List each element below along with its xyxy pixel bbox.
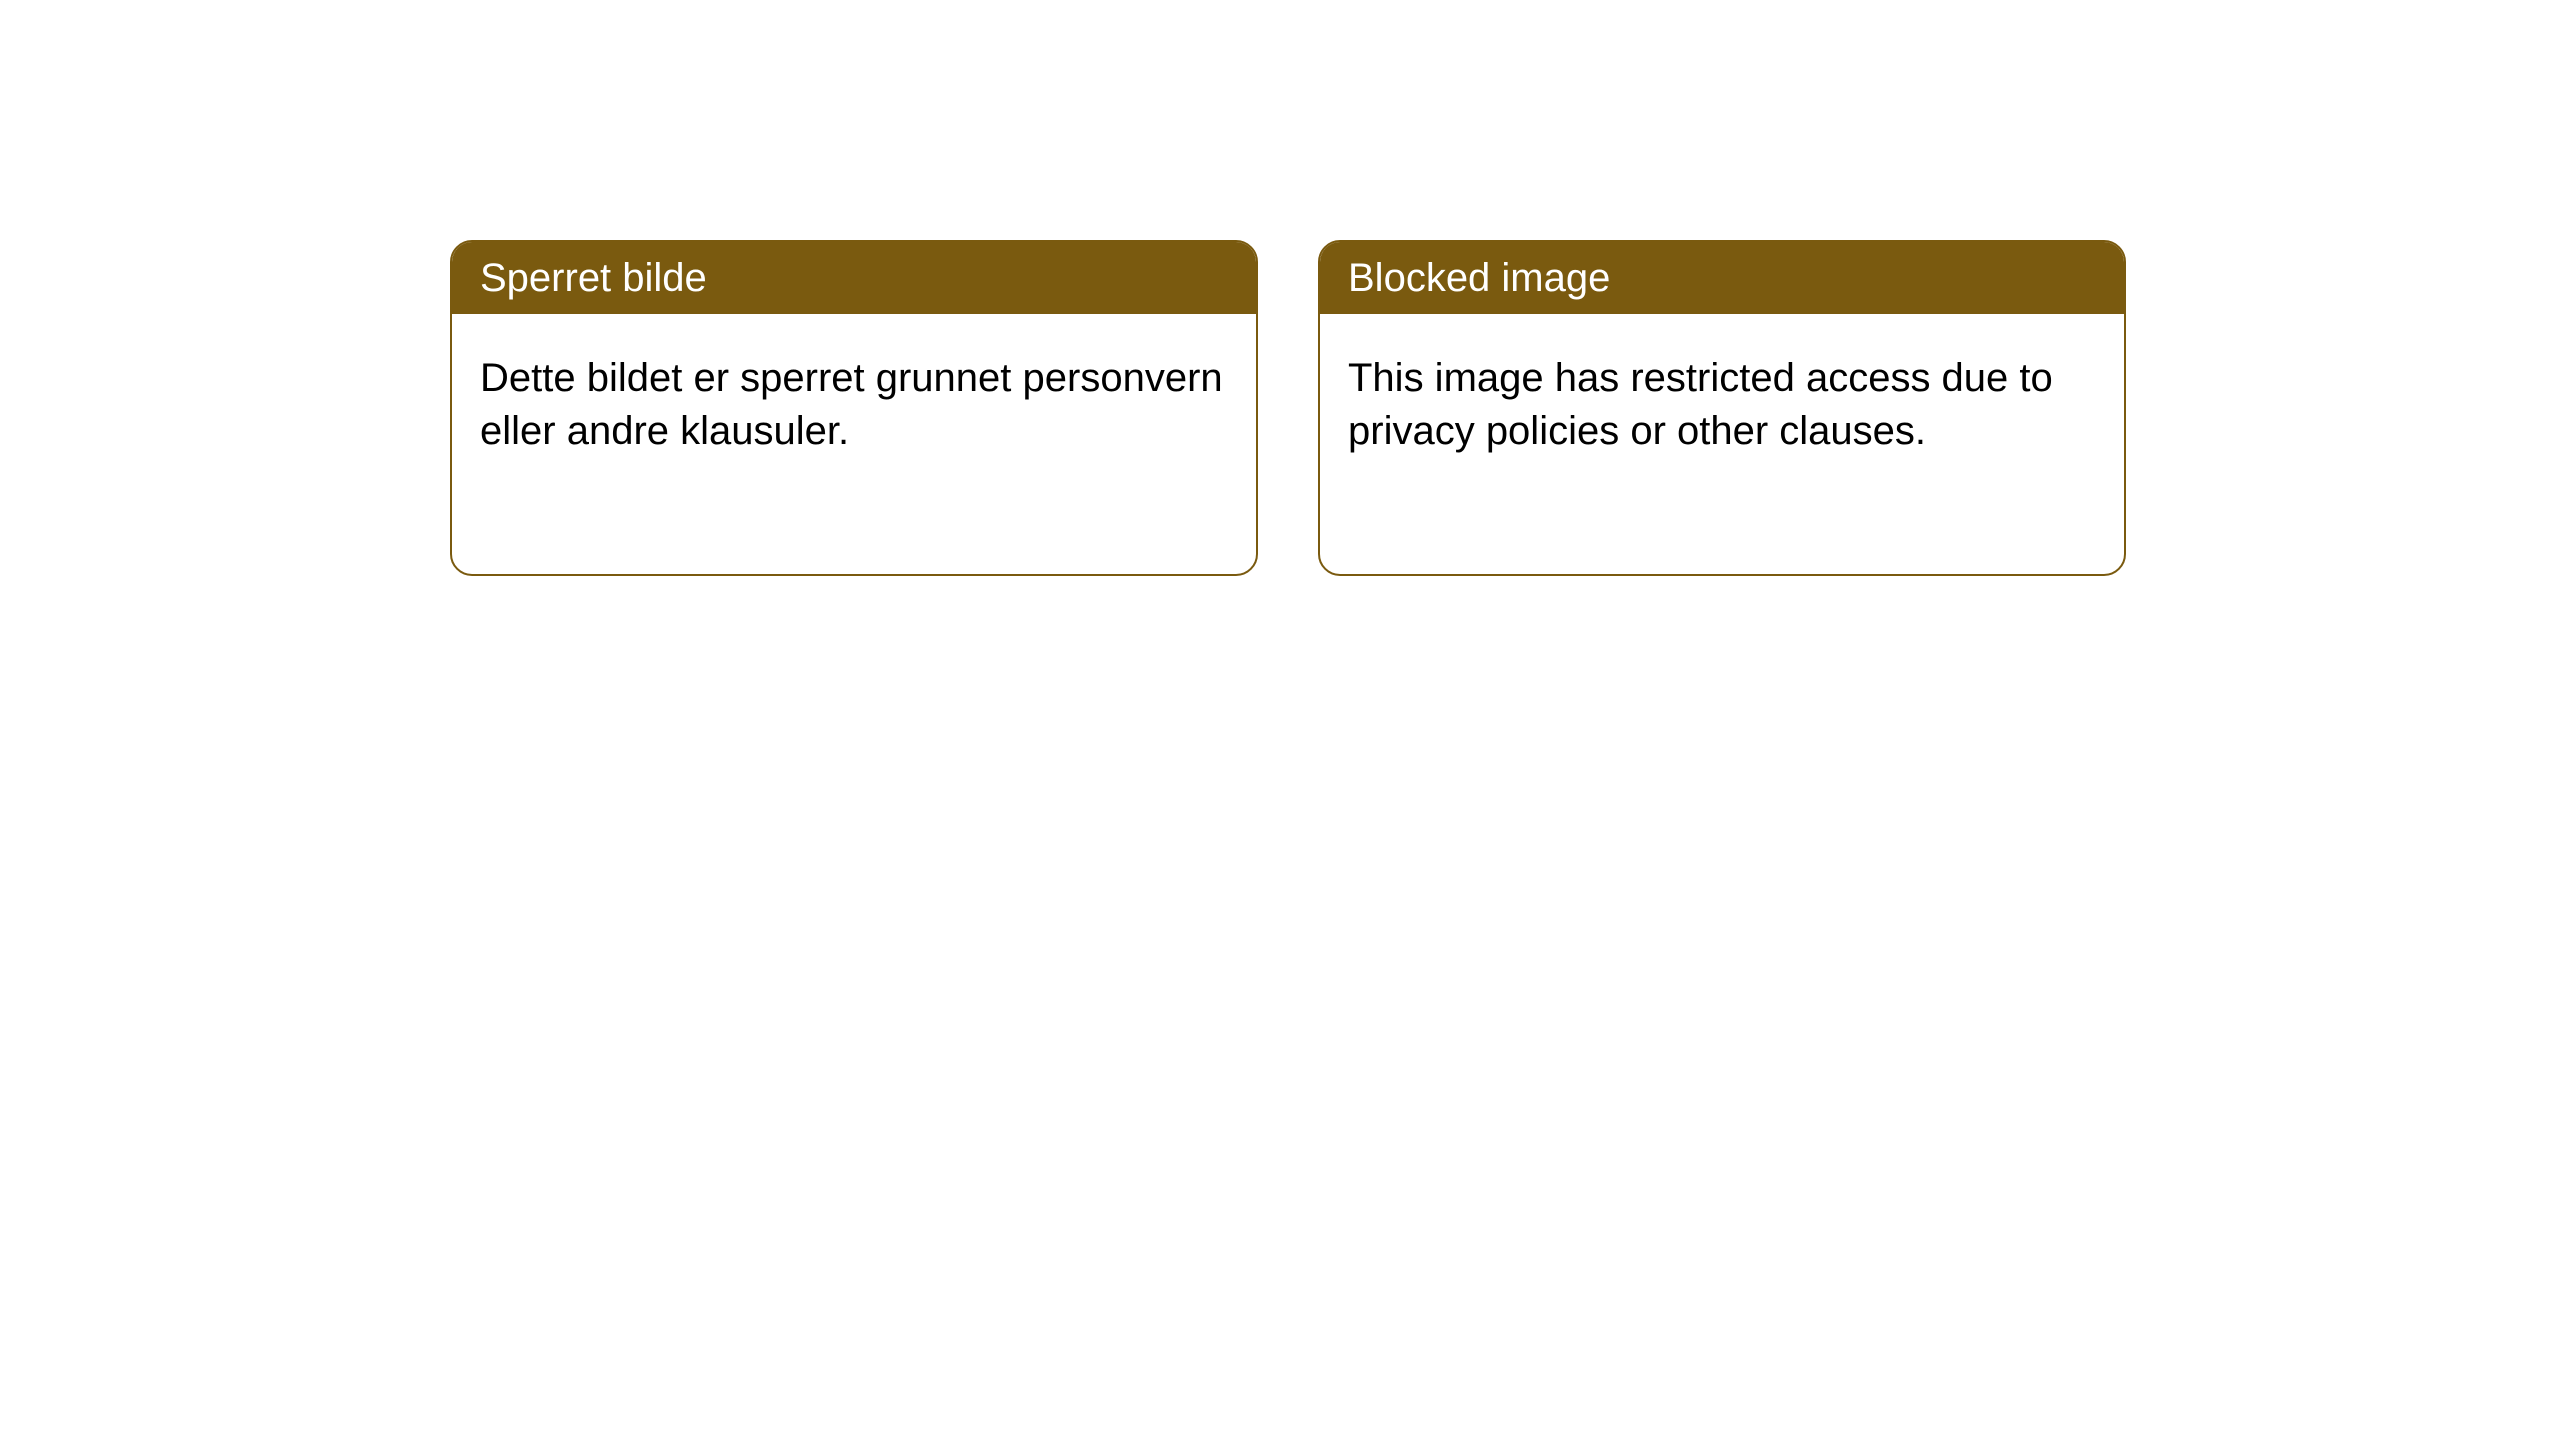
card-body-no: Dette bildet er sperret grunnet personve…	[452, 314, 1256, 496]
blocked-image-notices: Sperret bilde Dette bildet er sperret gr…	[450, 240, 2126, 576]
card-title-no: Sperret bilde	[452, 242, 1256, 314]
blocked-image-card-no: Sperret bilde Dette bildet er sperret gr…	[450, 240, 1258, 576]
card-body-en: This image has restricted access due to …	[1320, 314, 2124, 496]
blocked-image-card-en: Blocked image This image has restricted …	[1318, 240, 2126, 576]
card-title-en: Blocked image	[1320, 242, 2124, 314]
